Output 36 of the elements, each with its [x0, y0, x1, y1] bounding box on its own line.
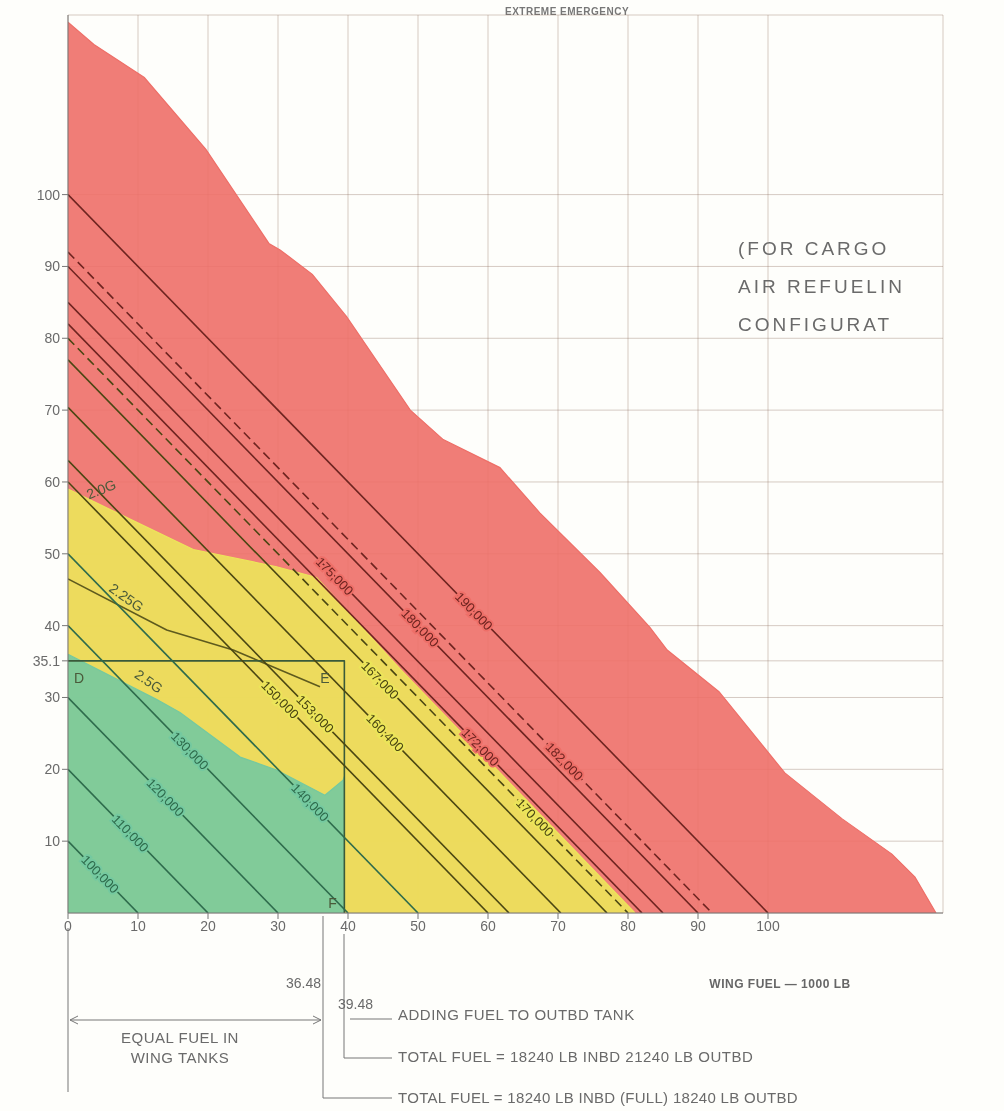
chart-title: EXTREME EMERGENCY [505, 6, 630, 17]
annotation: D [74, 669, 85, 686]
annotation: E [320, 669, 330, 686]
x-tick-label: 100 [756, 917, 780, 934]
x-tick-label: 80 [620, 917, 636, 934]
x-tick-label: 60 [480, 917, 496, 934]
text: ADDING FUEL TO OUTBD TANK [398, 1006, 635, 1023]
text: 39.48 [338, 996, 374, 1012]
text: TOTAL FUEL = 18240 LB INBD 21240 LB OUTBD [398, 1048, 754, 1065]
x-tick-label: 30 [270, 917, 286, 934]
x-tick-label: 0 [64, 917, 73, 934]
x-tick-label: 20 [200, 917, 216, 934]
y-tick-label: 60 [44, 473, 61, 490]
y-tick-label: 80 [44, 330, 61, 347]
x-tick-label: 50 [410, 917, 426, 934]
y-tick-label: 70 [44, 402, 61, 419]
annotation: 2.0G [84, 476, 119, 503]
x-tick-label: 90 [690, 917, 706, 934]
y-tick-label: 50 [44, 545, 61, 562]
y-tick-label: 35.1 [32, 652, 61, 669]
text: EQUAL FUEL IN WING TANKS [120, 1028, 240, 1068]
x-axis-title: WING FUEL — 1000 LB [708, 977, 852, 991]
annotation: (FOR CARGO AIR REFUELIN CONFIGURAT [738, 237, 905, 337]
y-tick-label: 10 [44, 833, 61, 850]
y-tick-label: 100 [36, 186, 61, 203]
text: 36.48 [285, 975, 321, 991]
x-tick-label: 10 [130, 917, 146, 934]
y-tick-label: 40 [44, 617, 61, 634]
text: TOTAL FUEL = 18240 LB INBD (FULL) 18240 LB OUTBD [398, 1089, 798, 1106]
y-tick-label: 30 [44, 689, 61, 706]
x-tick-label: 70 [550, 917, 566, 934]
annotation: 2.5G [131, 666, 166, 697]
annotation: F [328, 895, 337, 911]
y-tick-label: 90 [44, 258, 61, 275]
y-tick-label: 20 [44, 761, 61, 778]
x-tick-label: 40 [340, 917, 356, 934]
